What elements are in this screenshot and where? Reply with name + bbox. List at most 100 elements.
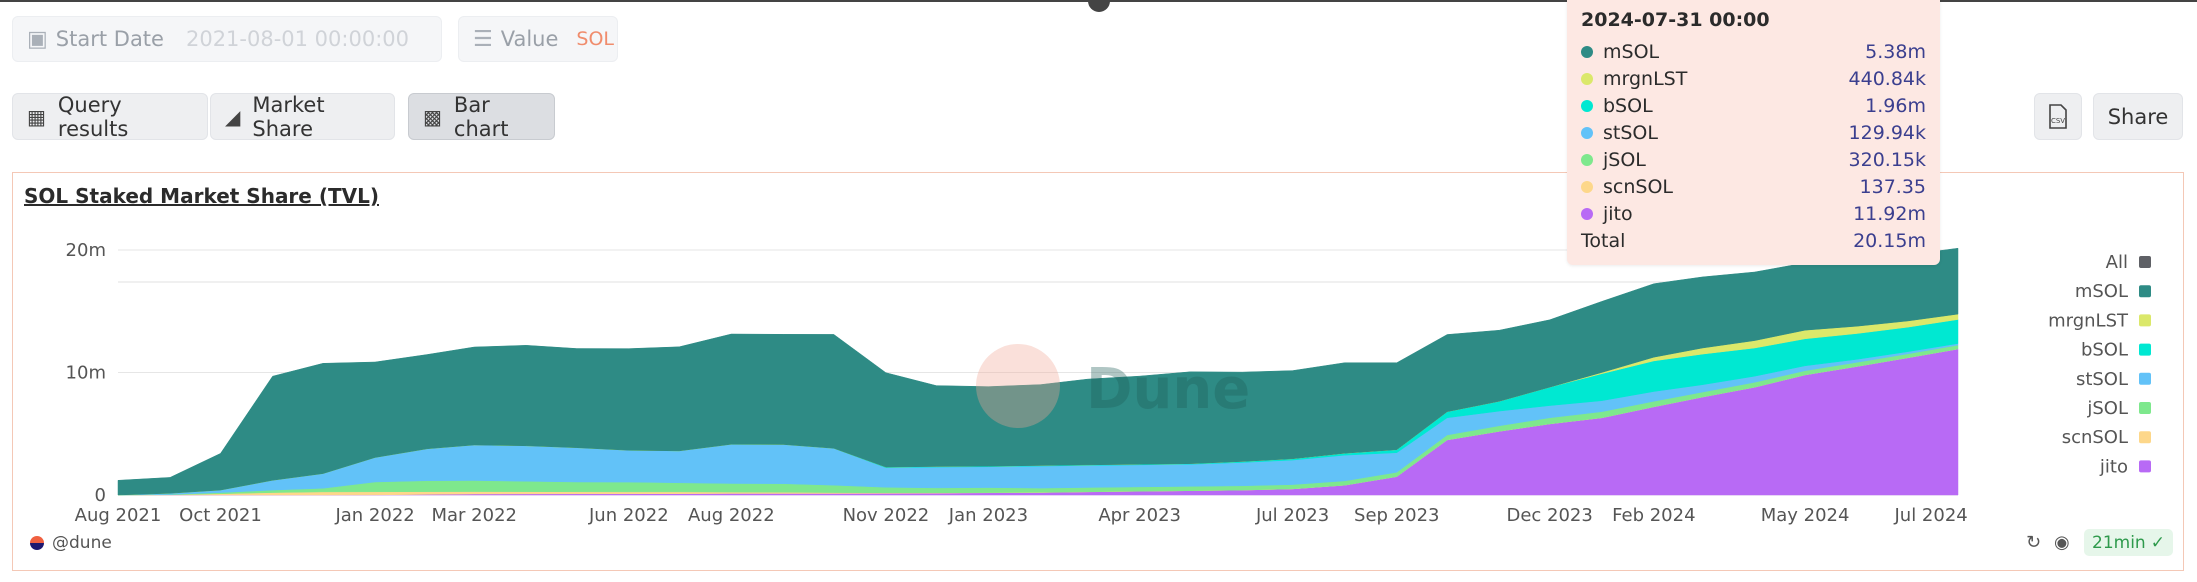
dune-brand[interactable]: @dune	[30, 533, 112, 553]
x-tick-label: Jul 2023	[1255, 505, 1329, 526]
brand-label: @dune	[52, 533, 112, 553]
tooltip-row-bsol: bSOL 1.96m	[1581, 92, 1926, 119]
tab-label: Market Share	[252, 92, 325, 141]
tooltip-series-value: 11.92m	[1853, 202, 1926, 225]
chart-panel	[12, 172, 2184, 571]
legend-item-jito[interactable]: jito	[2099, 456, 2128, 477]
legend-swatch	[1581, 180, 1593, 193]
y-tick-label: 20m	[66, 240, 106, 261]
tab-query-results[interactable]: ▦ Query results	[12, 92, 208, 141]
tooltip-series-name: stSOL	[1603, 121, 1658, 144]
chart-tooltip: 2024-07-31 00:00 mSOL 5.38m mrgnLST 440.84k…	[1567, 0, 1940, 265]
legend-item-mrgnlst[interactable]: mrgnLST	[2048, 310, 2129, 331]
legend-item-scnsol[interactable]: scnSOL	[2062, 427, 2128, 448]
value-param[interactable]: ☰ Value SOL	[458, 16, 618, 62]
value-value[interactable]: SOL	[576, 28, 615, 50]
tooltip-series-value: 440.84k	[1848, 67, 1926, 90]
y-tick-label: 10m	[66, 363, 106, 384]
legend-swatch	[1581, 126, 1593, 139]
chart-title[interactable]: SOL Staked Market Share (TVL)	[24, 184, 379, 208]
legend-item-all[interactable]: All	[2106, 252, 2128, 273]
area-series-msol	[117, 247, 1959, 496]
share-label: Share	[2107, 104, 2169, 129]
legend-swatch	[2139, 343, 2151, 356]
tooltip-series-value: 5.38m	[1865, 40, 1926, 63]
legend-item-jsol[interactable]: jSOL	[2086, 398, 2128, 419]
legend-swatch	[1581, 153, 1593, 166]
x-tick-label: May 2024	[1761, 505, 1850, 526]
area-chart-icon: ◢	[225, 104, 241, 129]
tooltip-row-mrgnlst: mrgnLST 440.84k	[1581, 65, 1926, 92]
tooltip-series-name: mSOL	[1603, 40, 1660, 63]
legend-swatch	[2139, 372, 2151, 385]
value-label: Value	[500, 27, 559, 51]
start-date-param[interactable]: ▣ Start Date 2021-08-01 00:00:00	[12, 16, 442, 62]
tooltip-series-value: 1.96m	[1865, 94, 1926, 117]
camera-icon[interactable]: ◉	[2054, 532, 2070, 553]
x-tick-label: Oct 2021	[179, 505, 262, 526]
tooltip-series-value: 129.94k	[1848, 121, 1926, 144]
check-circle-icon: ✓	[2150, 532, 2165, 553]
refresh-icon[interactable]: ↻	[2026, 532, 2042, 553]
bar-chart-icon: ▩	[423, 104, 442, 129]
legend-item-stsol[interactable]: stSOL	[2076, 369, 2128, 390]
tab-label: Query results	[57, 92, 129, 141]
svg-text:CSV: CSV	[2051, 117, 2065, 125]
x-tick-label: Jun 2022	[588, 505, 669, 526]
tooltip-series-value: 137.35	[1859, 175, 1926, 198]
legend-swatch	[1581, 99, 1593, 112]
legend-swatch	[2139, 431, 2151, 444]
age-label: 21min	[2092, 532, 2146, 553]
tab-market-share[interactable]: ◢ Market Share	[210, 92, 395, 141]
x-tick-label: Nov 2022	[843, 505, 930, 526]
x-tick-label: Jan 2022	[334, 505, 414, 526]
csv-download-icon: CSV	[2049, 103, 2067, 129]
legend-swatch	[2139, 285, 2151, 298]
tooltip-total-label: Total	[1581, 229, 1626, 252]
tooltip-series-name: jSOL	[1603, 148, 1646, 171]
y-tick-label: 0	[95, 485, 106, 506]
tooltip-series-name: scnSOL	[1603, 175, 1673, 198]
legend-item-bsol[interactable]: bSOL	[2081, 340, 2128, 361]
legend-swatch	[2139, 460, 2151, 473]
menu-icon: ☰	[473, 26, 493, 52]
x-tick-label: Mar 2022	[431, 505, 517, 526]
tooltip-row-jito: jito 11.92m	[1581, 200, 1926, 227]
watermark-text: Dune	[1086, 357, 1250, 422]
legend-item-msol[interactable]: mSOL	[2075, 281, 2128, 302]
dune-logo-icon	[30, 536, 44, 550]
start-date-label: Start Date	[55, 27, 164, 51]
tab-bar-chart[interactable]: ▩ Bar chart	[408, 92, 555, 141]
csv-download-button[interactable]: CSV	[2034, 93, 2082, 140]
start-date-value[interactable]: 2021-08-01 00:00:00	[185, 27, 410, 51]
tooltip-row-msol: mSOL 5.38m	[1581, 38, 1926, 65]
tooltip-total-row: Total 20.15m	[1581, 227, 1926, 254]
legend-swatch	[1581, 45, 1593, 58]
table-icon: ▦	[27, 104, 46, 129]
calendar-icon: ▣	[27, 26, 48, 52]
x-tick-label: Jul 2024	[1893, 505, 1967, 526]
x-tick-label: Jan 2023	[948, 505, 1028, 526]
tab-label: Bar chart	[453, 92, 509, 141]
tooltip-series-name: jito	[1603, 202, 1633, 225]
x-tick-label: Feb 2024	[1612, 505, 1695, 526]
x-tick-label: Apr 2023	[1098, 505, 1181, 526]
tooltip-series-value: 320.15k	[1848, 148, 1926, 171]
legend-swatch	[1581, 207, 1593, 220]
tooltip-row-scnsol: scnSOL 137.35	[1581, 173, 1926, 200]
x-tick-label: Sep 2023	[1354, 505, 1439, 526]
freshness-badge: 21min ✓	[2084, 529, 2173, 556]
legend-swatch	[2139, 402, 2151, 414]
legend-swatch	[1581, 72, 1593, 85]
tooltip-series-name: mrgnLST	[1603, 67, 1688, 90]
x-tick-label: Aug 2022	[688, 505, 775, 526]
watermark-logo-icon	[976, 344, 1060, 428]
x-tick-label: Dec 2023	[1506, 505, 1592, 526]
resize-handle[interactable]	[1088, 0, 1110, 12]
legend-swatch	[2139, 256, 2151, 268]
tooltip-total-value: 20.15m	[1853, 229, 1926, 252]
tooltip-date: 2024-07-31 00:00	[1581, 9, 1770, 31]
share-button[interactable]: Share	[2093, 93, 2183, 140]
tooltip-series-name: bSOL	[1603, 94, 1653, 117]
